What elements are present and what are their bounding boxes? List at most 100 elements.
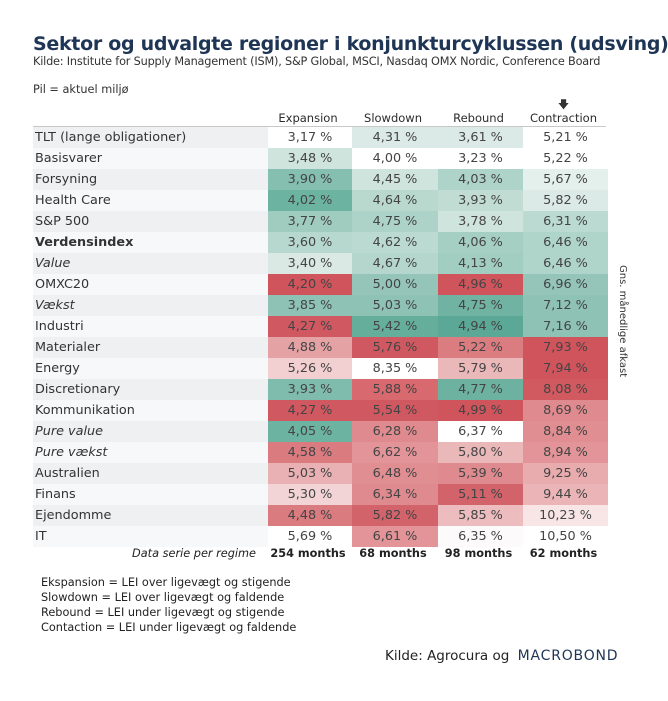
regime-legend: Ekspansion = LEI over ligevægt og stigen…: [41, 575, 296, 635]
table-row: Pure value 4,05 % 6,28 % 6,37 % 8,84 %: [33, 421, 608, 442]
row-label: Ejendomme: [33, 505, 268, 526]
value-cell-slowdown: 5,54 %: [352, 400, 438, 421]
row-label: Industri: [33, 316, 268, 337]
row-label: Verdensindex: [33, 232, 268, 253]
months-rebound: 98 months: [444, 547, 513, 560]
value-cell-rebound: 4,77 %: [438, 379, 523, 400]
value-cell-expansion: 4,27 %: [268, 316, 352, 337]
value-cell-contraction: 6,31 %: [523, 211, 608, 232]
table-row: Energy 5,26 % 8,35 % 5,79 % 7,94 %: [33, 358, 608, 379]
table-row: Pure vækst 4,58 % 6,62 % 5,80 % 8,94 %: [33, 442, 608, 463]
value-cell-slowdown: 6,48 %: [352, 463, 438, 484]
row-label: Australien: [33, 463, 268, 484]
table-row: Value 3,40 % 4,67 % 4,13 % 6,46 %: [33, 253, 608, 274]
value-cell-rebound: 4,75 %: [438, 295, 523, 316]
value-cell-rebound: 3,23 %: [438, 148, 523, 169]
legend-line: Slowdown = LEI over ligevægt og faldende: [41, 591, 285, 604]
value-cell-expansion: 3,85 %: [268, 295, 352, 316]
column-header-slowdown: Slowdown: [364, 111, 422, 125]
value-cell-contraction: 9,25 %: [523, 463, 608, 484]
value-cell-slowdown: 4,62 %: [352, 232, 438, 253]
value-cell-contraction: 7,16 %: [523, 316, 608, 337]
value-cell-contraction: 8,08 %: [523, 379, 608, 400]
row-label: Forsyning: [33, 169, 268, 190]
table-row: Discretionary 3,93 % 5,88 % 4,77 % 8,08 %: [33, 379, 608, 400]
value-cell-slowdown: 5,88 %: [352, 379, 438, 400]
value-cell-contraction: 10,23 %: [523, 505, 608, 526]
months-contraction: 62 months: [529, 547, 598, 560]
value-cell-contraction: 5,82 %: [523, 190, 608, 211]
value-cell-slowdown: 6,62 %: [352, 442, 438, 463]
value-cell-slowdown: 6,61 %: [352, 526, 438, 547]
value-cell-expansion: 5,69 %: [268, 526, 352, 547]
value-cell-expansion: 3,48 %: [268, 148, 352, 169]
row-label: Pure vækst: [33, 442, 268, 463]
table-row: Australien 5,03 % 6,48 % 5,39 % 9,25 %: [33, 463, 608, 484]
value-cell-rebound: 5,22 %: [438, 337, 523, 358]
table-row: OMXC20 4,20 % 5,00 % 4,96 % 6,96 %: [33, 274, 608, 295]
value-cell-slowdown: 4,00 %: [352, 148, 438, 169]
value-cell-expansion: 3,17 %: [268, 127, 352, 148]
months-slowdown: 68 months: [359, 547, 427, 560]
value-cell-contraction: 8,94 %: [523, 442, 608, 463]
value-cell-slowdown: 4,31 %: [352, 127, 438, 148]
value-cell-contraction: 10,50 %: [523, 526, 608, 547]
value-cell-contraction: 5,21 %: [523, 127, 608, 148]
value-cell-contraction: 6,96 %: [523, 274, 608, 295]
column-header-expansion: Expansion: [278, 111, 338, 125]
footer-label: Data serie per regime: [132, 547, 256, 560]
value-cell-slowdown: 4,45 %: [352, 169, 438, 190]
value-cell-rebound: 3,93 %: [438, 190, 523, 211]
value-cell-expansion: 3,40 %: [268, 253, 352, 274]
value-cell-expansion: 4,58 %: [268, 442, 352, 463]
value-cell-rebound: 6,35 %: [438, 526, 523, 547]
table-row: Kommunikation 4,27 % 5,54 % 4,99 % 8,69 %: [33, 400, 608, 421]
row-label: Vækst: [33, 295, 268, 316]
value-cell-expansion: 3,60 %: [268, 232, 352, 253]
value-cell-rebound: 4,94 %: [438, 316, 523, 337]
chart-title: Sektor og udvalgte regioner i konjunktur…: [33, 33, 668, 55]
value-cell-slowdown: 5,03 %: [352, 295, 438, 316]
value-cell-slowdown: 6,28 %: [352, 421, 438, 442]
months-expansion: 254 months: [270, 547, 346, 560]
column-header-contraction: Contraction: [530, 111, 597, 125]
value-cell-rebound: 4,96 %: [438, 274, 523, 295]
value-cell-rebound: 4,03 %: [438, 169, 523, 190]
legend-line: Rebound = LEI under ligevægt og stigende: [41, 606, 285, 619]
value-cell-slowdown: 6,34 %: [352, 484, 438, 505]
table-row: IT 5,69 % 6,61 % 6,35 % 10,50 %: [33, 526, 608, 547]
legend-line: Contaction = LEI under ligevægt og falde…: [41, 621, 297, 634]
value-cell-slowdown: 5,42 %: [352, 316, 438, 337]
value-cell-rebound: 4,06 %: [438, 232, 523, 253]
row-label: Materialer: [33, 337, 268, 358]
value-cell-rebound: 5,79 %: [438, 358, 523, 379]
value-cell-slowdown: 5,76 %: [352, 337, 438, 358]
value-cell-contraction: 6,46 %: [523, 253, 608, 274]
table-row: TLT (lange obligationer) 3,17 % 4,31 % 3,61…: [33, 127, 608, 148]
value-cell-expansion: 4,88 %: [268, 337, 352, 358]
value-cell-expansion: 4,48 %: [268, 505, 352, 526]
value-cell-contraction: 5,22 %: [523, 148, 608, 169]
value-cell-expansion: 5,26 %: [268, 358, 352, 379]
table-row: Basisvarer 3,48 % 4,00 % 3,23 % 5,22 %: [33, 148, 608, 169]
value-cell-expansion: 3,93 %: [268, 379, 352, 400]
column-header-rebound: Rebound: [453, 111, 504, 125]
table-row: Industri 4,27 % 5,42 % 4,94 % 7,16 %: [33, 316, 608, 337]
value-cell-contraction: 8,84 %: [523, 421, 608, 442]
row-label: Discretionary: [33, 379, 268, 400]
value-cell-expansion: 4,27 %: [268, 400, 352, 421]
row-label: Basisvarer: [33, 148, 268, 169]
value-cell-rebound: 5,80 %: [438, 442, 523, 463]
value-cell-contraction: 5,67 %: [523, 169, 608, 190]
value-cell-slowdown: 5,82 %: [352, 505, 438, 526]
row-label: OMXC20: [33, 274, 268, 295]
row-label: Energy: [33, 358, 268, 379]
vertical-axis-label: Gns. månedlige afkast: [617, 265, 628, 378]
value-cell-expansion: 5,30 %: [268, 484, 352, 505]
value-cell-expansion: 3,77 %: [268, 211, 352, 232]
value-cell-rebound: 6,37 %: [438, 421, 523, 442]
header-divider: [33, 126, 606, 127]
arrow-down-icon: 🡇: [557, 98, 570, 111]
value-cell-contraction: 7,93 %: [523, 337, 608, 358]
value-cell-contraction: 8,69 %: [523, 400, 608, 421]
